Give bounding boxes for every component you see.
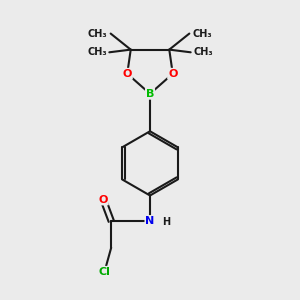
Text: H: H — [162, 217, 170, 227]
Text: Cl: Cl — [99, 267, 110, 277]
Text: O: O — [168, 69, 177, 79]
Text: B: B — [146, 89, 154, 99]
Text: O: O — [123, 69, 132, 79]
Text: N: N — [146, 216, 154, 226]
Text: CH₃: CH₃ — [88, 28, 107, 39]
Text: O: O — [98, 194, 108, 205]
Text: CH₃: CH₃ — [194, 47, 213, 57]
Text: CH₃: CH₃ — [87, 47, 106, 57]
Text: CH₃: CH₃ — [193, 28, 212, 39]
